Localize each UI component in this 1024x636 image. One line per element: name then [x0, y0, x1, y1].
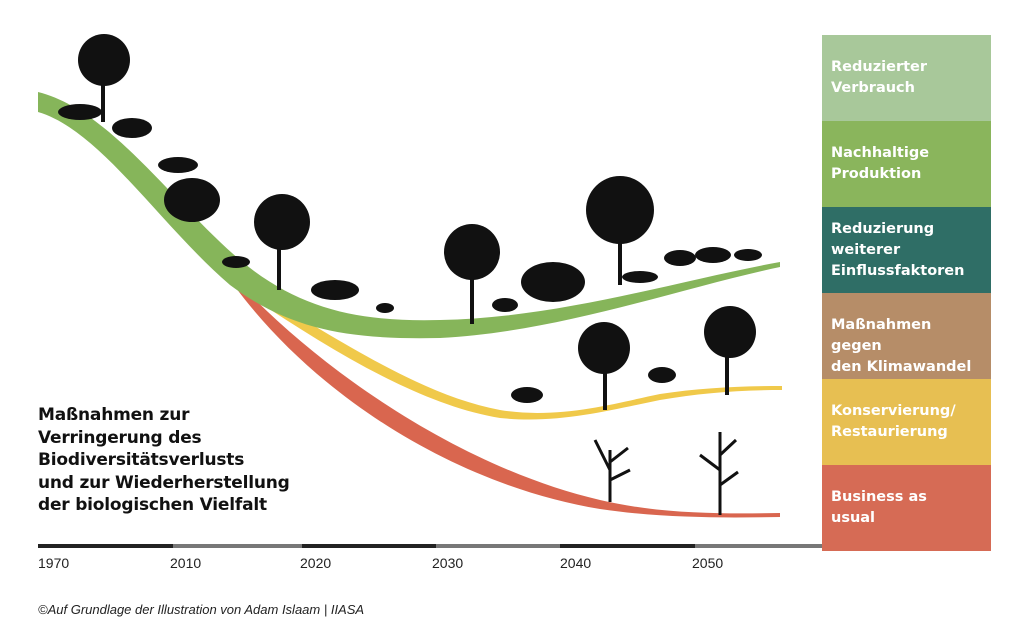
animal-icon	[112, 118, 152, 138]
timeline-label: 2030	[432, 555, 464, 571]
legend-item-reduced-consumption: Reduzierter Verbrauch	[822, 35, 991, 121]
timeline-label: 2040	[560, 555, 592, 571]
animal-icon	[222, 256, 250, 268]
dead-tree-icon	[593, 439, 631, 502]
camel-icon	[695, 247, 731, 263]
elephant-icon	[164, 178, 220, 222]
conservation-curve	[244, 284, 782, 420]
animal-icon	[58, 104, 102, 120]
page-title: Maßnahmen zur Verringerung des Biodivers…	[38, 405, 290, 515]
camel-icon	[311, 280, 359, 300]
tree-icon	[704, 306, 756, 395]
legend-item-other-drivers: Reduzierung weiterer Einflussfaktoren	[822, 207, 991, 293]
animal-icon	[622, 271, 658, 283]
tree-icon	[444, 224, 500, 324]
business-as-usual-curve	[236, 280, 780, 518]
animal-icon	[158, 157, 198, 173]
bird-icon	[376, 303, 394, 313]
legend: Reduzierter Verbrauch Nachhaltige Produk…	[822, 35, 991, 551]
timeline-axis	[38, 544, 822, 548]
deer-icon	[492, 298, 518, 312]
legend-item-climate-action: Maßnahmen gegen den Klimawandel	[822, 293, 991, 379]
legend-item-sustainable-production: Nachhaltige Produktion	[822, 121, 991, 207]
animal-icon	[734, 249, 762, 261]
giraffe-icon	[648, 367, 676, 383]
timeline-label: 2010	[170, 555, 202, 571]
legend-item-conservation: Konservierung/ Restaurierung	[822, 379, 991, 465]
timeline-label: 2050	[692, 555, 724, 571]
tree-icon	[254, 194, 310, 290]
legend-item-business-as-usual: Business as usual	[822, 465, 991, 551]
timeline-label: 2020	[300, 555, 332, 571]
tree-silhouettes	[78, 34, 756, 515]
giraffe-icon	[664, 250, 696, 266]
sustainable-curve	[38, 92, 780, 339]
timeline-label: 1970	[38, 555, 70, 571]
animal-silhouettes	[58, 104, 762, 403]
elephant-icon	[521, 262, 585, 302]
tree-icon	[586, 176, 654, 285]
credit-line: ©Auf Grundlage der Illustration von Adam…	[38, 602, 365, 617]
tree-icon	[578, 322, 630, 410]
tree-icon	[78, 34, 130, 122]
dead-tree-icon	[699, 432, 739, 515]
deer-icon	[511, 387, 543, 403]
